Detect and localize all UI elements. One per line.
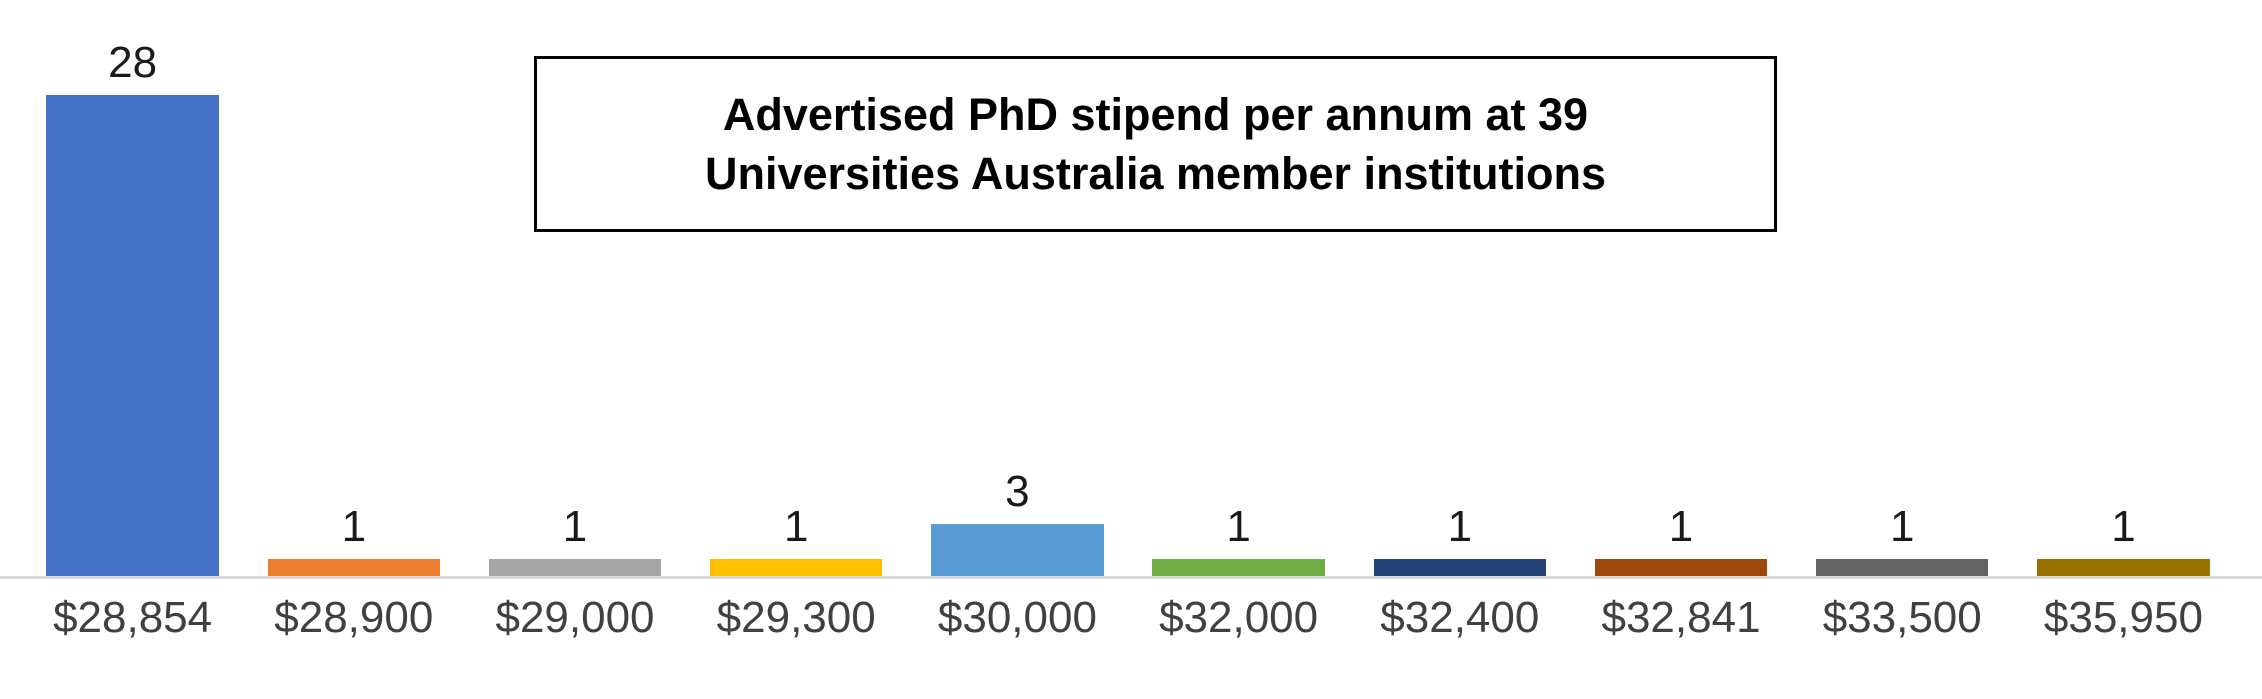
category-label-column: $30,000 bbox=[907, 596, 1128, 640]
bar-column: 1 bbox=[243, 505, 464, 576]
bar bbox=[488, 559, 662, 576]
bar bbox=[1594, 559, 1768, 576]
bar-column: 1 bbox=[2013, 505, 2234, 576]
category-label: $33,500 bbox=[1822, 593, 1982, 642]
bar bbox=[2037, 559, 2210, 576]
bar bbox=[1152, 559, 1325, 576]
bar bbox=[267, 559, 441, 576]
category-label-column: $32,400 bbox=[1349, 596, 1570, 640]
bar-column: 1 bbox=[1349, 505, 1570, 576]
bar-column: 1 bbox=[1128, 505, 1349, 576]
bar-value-label: 1 bbox=[1668, 502, 1694, 551]
bar-value-label: 1 bbox=[783, 502, 809, 551]
bar-column: 28 bbox=[22, 41, 243, 576]
category-label: $29,000 bbox=[495, 593, 655, 642]
bar bbox=[1815, 559, 1989, 576]
chart-title-line-2: Universities Australia member institutio… bbox=[704, 148, 1607, 199]
category-label-column: $29,000 bbox=[464, 596, 685, 640]
bar-value-label: 1 bbox=[562, 502, 588, 551]
category-label-column: $29,300 bbox=[686, 596, 907, 640]
x-axis-labels: $28,854 $28,900 $29,000 $29,300 $30,000 $32,0… bbox=[0, 582, 2262, 699]
bar-column: 1 bbox=[464, 505, 685, 576]
category-label: $28,900 bbox=[274, 593, 434, 642]
bar bbox=[931, 524, 1104, 576]
bar-column: 1 bbox=[1570, 505, 1791, 576]
bar-value-label: 28 bbox=[108, 38, 158, 87]
bar-column: 3 bbox=[907, 470, 1128, 576]
category-label-column: $32,000 bbox=[1128, 596, 1349, 640]
bar-value-label: 1 bbox=[1889, 502, 1915, 551]
category-label-column: $35,950 bbox=[2013, 596, 2234, 640]
bar-value-label: 3 bbox=[1005, 467, 1030, 516]
category-label-column: $28,854 bbox=[22, 596, 243, 640]
bar-column: 1 bbox=[686, 505, 907, 576]
bar bbox=[709, 559, 883, 576]
chart-title-line-1: Advertised PhD stipend per annum at 39 bbox=[722, 88, 1589, 140]
category-label-column: $32,841 bbox=[1570, 596, 1791, 640]
chart-title-box: Advertised PhD stipend per annum at 39 U… bbox=[534, 56, 1777, 232]
category-label: $30,000 bbox=[937, 593, 1097, 642]
category-label: $28,854 bbox=[53, 593, 213, 642]
plot-area: 28 1 1 1 3 1 1 1 1 1 bbox=[0, 41, 2262, 579]
category-label-column: $33,500 bbox=[1792, 596, 2013, 640]
category-label: $35,950 bbox=[2043, 593, 2203, 642]
bar-value-label: 1 bbox=[1226, 502, 1251, 551]
category-label: $32,841 bbox=[1601, 593, 1761, 642]
bar bbox=[1373, 559, 1547, 576]
bar-value-label: 1 bbox=[341, 502, 367, 551]
bar-value-label: 1 bbox=[2111, 502, 2136, 551]
category-label: $29,300 bbox=[716, 593, 876, 642]
category-label-column: $28,900 bbox=[243, 596, 464, 640]
bar-column: 1 bbox=[1792, 505, 2013, 576]
category-label: $32,400 bbox=[1380, 593, 1540, 642]
bar-value-label: 1 bbox=[1447, 502, 1473, 551]
category-label: $32,000 bbox=[1159, 593, 1319, 642]
bar bbox=[46, 95, 219, 576]
